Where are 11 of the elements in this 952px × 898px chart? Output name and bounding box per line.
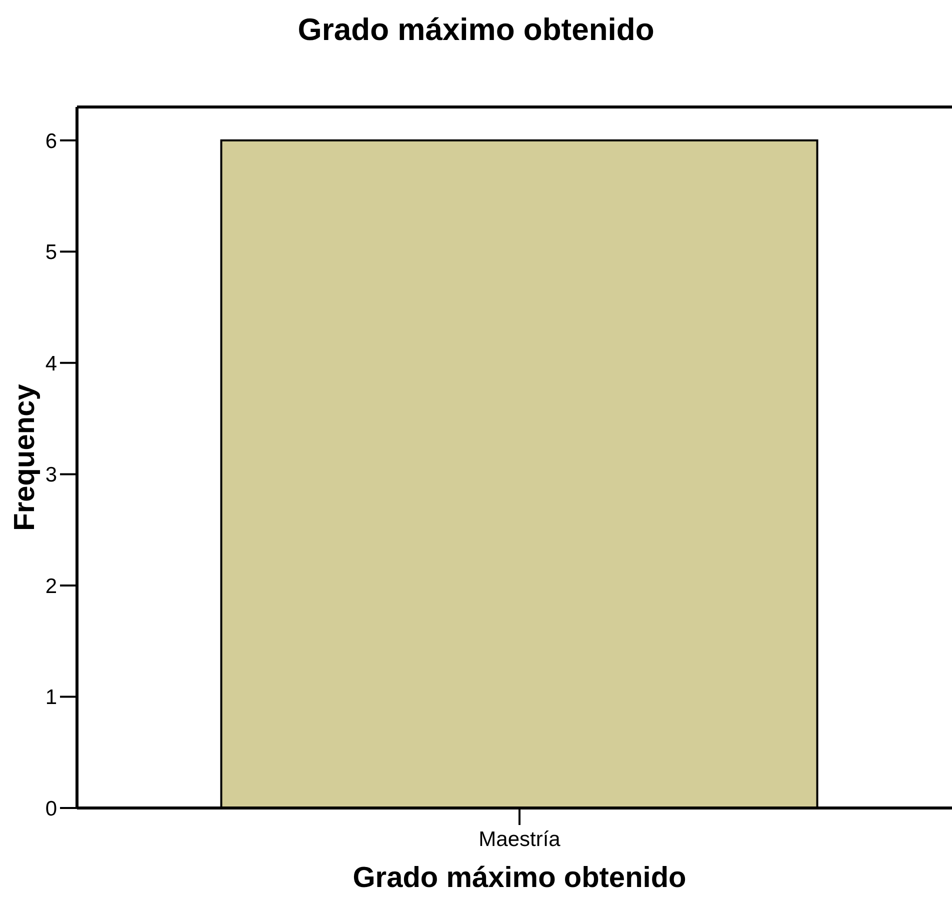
- y-tick-label: 2: [45, 574, 57, 598]
- y-tick-label: 6: [45, 130, 57, 153]
- chart-title: Grado máximo obtenido: [296, 11, 656, 49]
- x-axis-title: Grado máximo obtenido: [352, 862, 686, 894]
- y-tick-label: 5: [45, 241, 57, 264]
- y-tick-label: 4: [45, 352, 58, 376]
- y-tick-label: 1: [45, 686, 57, 710]
- x-tick-label: Maestría: [478, 828, 561, 851]
- y-tick-label: 0: [45, 797, 57, 820]
- y-axis-title: Frequency: [9, 384, 41, 531]
- y-tick-label: 3: [45, 464, 57, 487]
